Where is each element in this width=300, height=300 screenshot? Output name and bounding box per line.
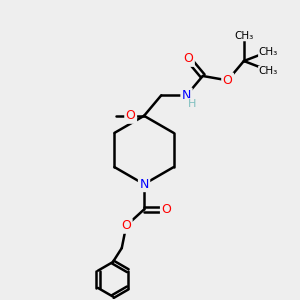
Text: N: N (140, 178, 149, 191)
Text: O: O (184, 52, 194, 65)
Text: O: O (121, 219, 131, 232)
Text: H: H (188, 99, 196, 109)
Text: O: O (161, 203, 171, 216)
Text: O: O (126, 109, 136, 122)
Text: N: N (182, 89, 191, 102)
Text: CH₃: CH₃ (259, 66, 278, 76)
Text: CH₃: CH₃ (259, 47, 278, 57)
Text: O: O (223, 74, 232, 87)
Text: CH₃: CH₃ (234, 31, 254, 41)
